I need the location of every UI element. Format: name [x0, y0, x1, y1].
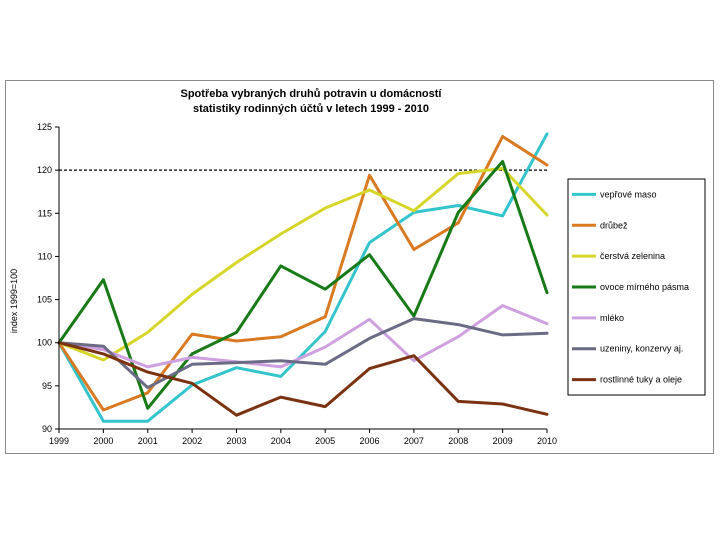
x-tick-label-2002: 2002: [182, 436, 202, 446]
x-tick-label-2009: 2009: [493, 436, 513, 446]
legend-label-3: ovoce mírného pásma: [600, 282, 689, 292]
y-tick-label-120: 120: [37, 165, 52, 175]
y-axis-label: index 1999=100: [9, 269, 19, 333]
y-tick-label-110: 110: [38, 251, 52, 261]
legend-label-1: drůbež: [600, 220, 628, 230]
y-tick-label-100: 100: [37, 338, 52, 348]
axis-layer: 90 95 100 105 110 115 120 125 1999 2000 2001 2002 20…: [37, 122, 557, 446]
series-line-4: [57, 304, 549, 369]
y-tick-label-95: 95: [42, 381, 52, 391]
y-tick-label-105: 105: [37, 295, 52, 305]
legend: vepřové maso drůbež čerstvá zelenina ovoce …: [567, 178, 706, 396]
y-tick-label-115: 115: [38, 208, 52, 218]
x-tick-label-2000: 2000: [93, 436, 113, 446]
series-line-3: [57, 160, 549, 410]
y-tick-label-90: 90: [42, 424, 52, 434]
x-tick-label-2006: 2006: [360, 436, 380, 446]
series-line-6: [57, 341, 549, 417]
x-tick-label-1999: 1999: [49, 436, 69, 446]
series-line-2: [57, 166, 549, 362]
chart-frame: Spotřeba vybraných druhů potravin u domá…: [5, 80, 714, 454]
x-tick-label-2008: 2008: [448, 436, 468, 446]
legend-label-0: vepřové maso: [600, 189, 657, 199]
x-tick-label-2007: 2007: [404, 436, 424, 446]
x-tick-label-2003: 2003: [226, 436, 246, 446]
series-line-1: [57, 135, 549, 412]
series-line-5: [57, 317, 549, 390]
legend-label-6: rostlinné tuky a oleje: [600, 375, 682, 385]
y-tick-label-125: 125: [37, 122, 52, 132]
x-tick-label-2005: 2005: [315, 436, 335, 446]
x-tick-label-2001: 2001: [138, 436, 158, 446]
legend-label-4: mléko: [600, 313, 624, 323]
chart-title-line-2: statistiky rodinných účtů v letech 1999 …: [193, 103, 429, 115]
series-layer: [57, 132, 549, 423]
x-tick-label-2010: 2010: [537, 436, 557, 446]
legend-label-5: uzeniny, konzervy aj.: [600, 344, 683, 354]
legend-label-2: čerstvá zelenina: [600, 251, 665, 261]
x-tick-label-2004: 2004: [271, 436, 291, 446]
chart-title-line-1: Spotřeba vybraných druhů potravin u domá…: [181, 88, 443, 100]
line-chart: Spotřeba vybraných druhů potravin u domá…: [9, 88, 706, 446]
